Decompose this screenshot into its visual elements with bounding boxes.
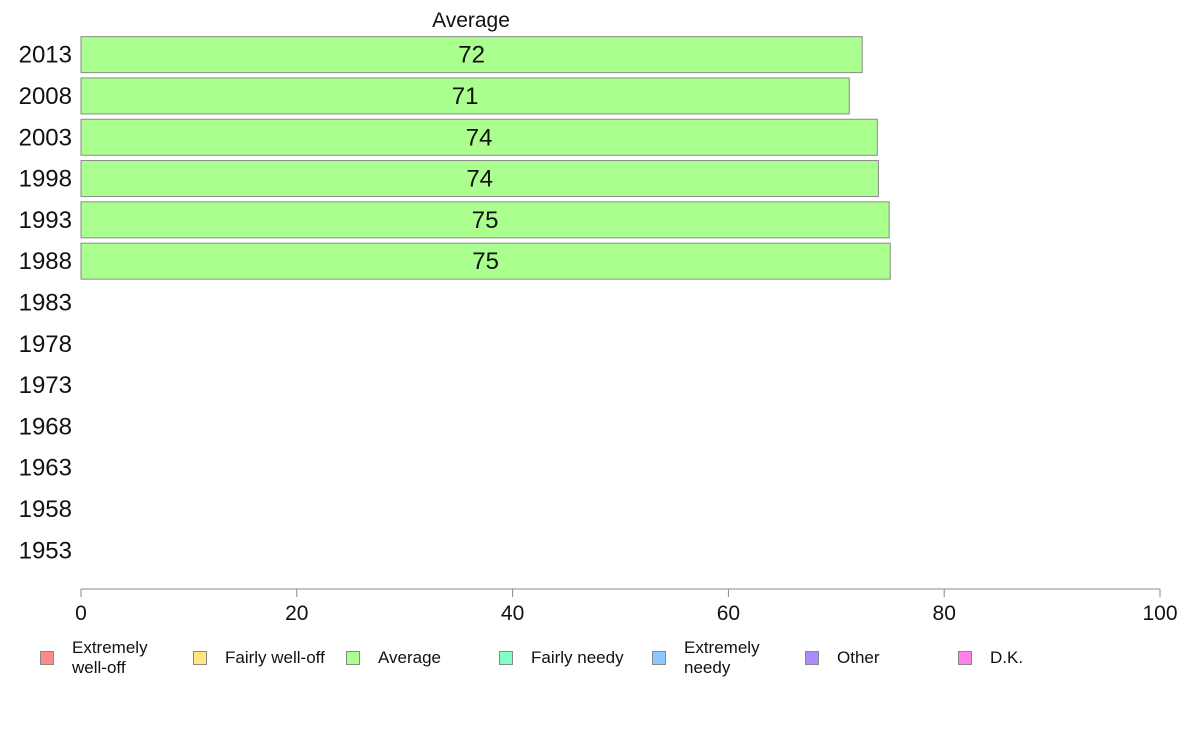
- x-axis: 0 20 40 60 80 100: [75, 588, 1178, 620]
- legend-label: Average: [378, 648, 442, 667]
- x-tick-label: 20: [285, 602, 308, 620]
- category-label: 2003: [19, 124, 72, 151]
- x-tick-label: 80: [933, 602, 956, 620]
- bars: 72 71 74 74 75 75: [80, 36, 891, 280]
- legend-item: Other: [805, 636, 880, 680]
- legend-label: Extremely needy: [684, 638, 760, 677]
- bar: [80, 160, 879, 198]
- category-label: 1973: [19, 372, 72, 399]
- legend-item: Average: [346, 636, 441, 680]
- category-label: 1953: [19, 537, 72, 564]
- legend-swatch: [40, 651, 54, 665]
- category-label: 1978: [19, 331, 72, 358]
- bar-value-label: 72: [458, 42, 485, 69]
- legend-swatch: [652, 651, 666, 665]
- category-label: 1983: [19, 289, 72, 316]
- category-labels: 2013 2008 2003 1998 1993 1988 1983 1978 1973 1968…: [19, 42, 72, 565]
- category-label: 1958: [19, 496, 72, 523]
- bar-value-label: 75: [472, 248, 499, 275]
- bar-value-label: 74: [466, 166, 493, 193]
- legend-swatch: [805, 651, 819, 665]
- legend-label: Extremely well-off: [72, 638, 148, 677]
- bar-value-label: 74: [466, 124, 493, 151]
- legend-swatch: [346, 651, 360, 665]
- bar-chart: Average 2013 2008 2003 1998 1993 1988 1983 1978…: [19, 9, 1178, 620]
- legend-item: D.K.: [958, 636, 1023, 680]
- legend-label: Fairly needy: [531, 648, 624, 667]
- category-label: 1988: [19, 248, 72, 275]
- legend-swatch: [499, 651, 513, 665]
- bar: [80, 201, 890, 239]
- bar-value-label: 75: [472, 207, 499, 234]
- category-label: 1998: [19, 166, 72, 193]
- x-tick-label: 60: [717, 602, 740, 620]
- legend-item: Extremely well-off: [40, 636, 148, 680]
- legend-label: Fairly well-off: [225, 648, 325, 667]
- bar: [80, 77, 850, 115]
- legend-item: Fairly needy: [499, 636, 624, 680]
- category-label: 2008: [19, 83, 72, 110]
- legend-label: D.K.: [990, 648, 1024, 667]
- bar: [80, 118, 878, 156]
- legend: Extremely well-off Fairly well-off Average…: [0, 636, 1188, 686]
- x-tick-label: 0: [75, 602, 87, 620]
- category-label: 1993: [19, 207, 72, 234]
- x-tick-label: 100: [1142, 602, 1177, 620]
- legend-swatch: [958, 651, 972, 665]
- category-label: 1963: [19, 455, 72, 482]
- category-label: 2013: [19, 42, 72, 69]
- legend-swatch: [193, 651, 207, 665]
- legend-item: Extremely needy: [652, 636, 760, 680]
- x-tick-label: 40: [501, 602, 524, 620]
- bar: [80, 242, 891, 280]
- bar-value-label: 71: [452, 83, 479, 110]
- chart-title: Average: [432, 9, 510, 32]
- legend-label: Other: [837, 648, 880, 667]
- bar: [80, 36, 863, 74]
- legend-item: Fairly well-off: [193, 636, 325, 680]
- category-label: 1968: [19, 413, 72, 440]
